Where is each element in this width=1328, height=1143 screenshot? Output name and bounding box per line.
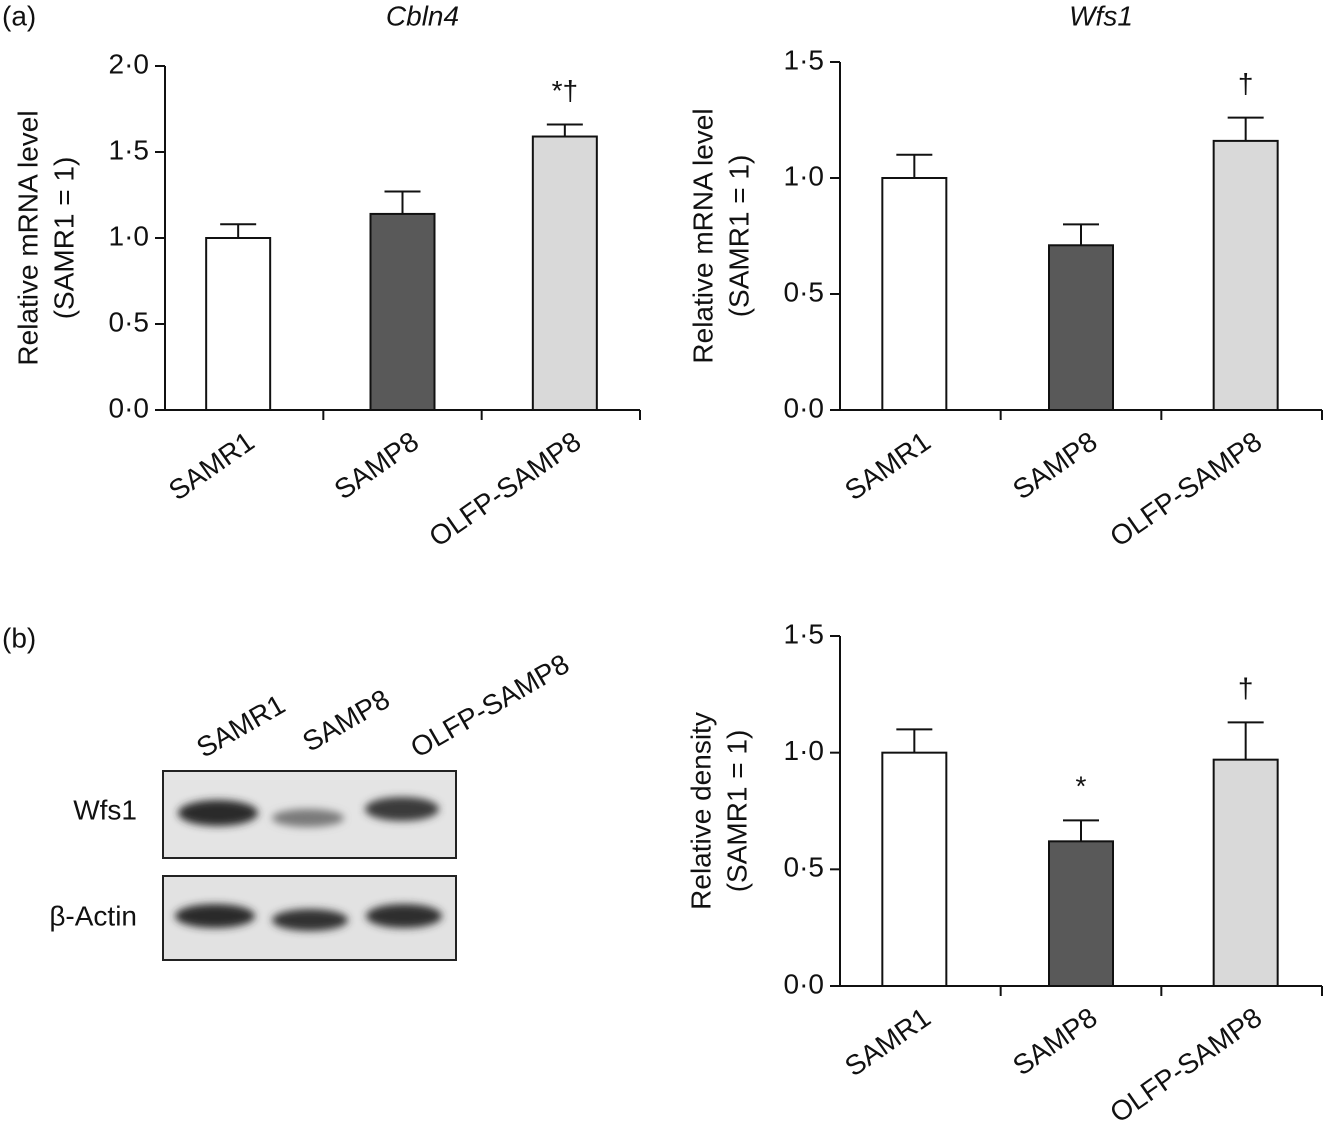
x-tick-label: SAMP8 <box>1007 1002 1103 1082</box>
x-tick-label: OLFP-SAMP8 <box>423 426 586 553</box>
y-tick-label: 0·5 <box>784 852 824 883</box>
x-tick-label: OLFP-SAMP8 <box>1104 1002 1267 1129</box>
x-tick-label: SAMP8 <box>329 426 425 506</box>
y-axis-label: Relative mRNA level <box>12 110 43 365</box>
bar <box>369 212 436 411</box>
y-axis-label: Relative density <box>685 712 716 910</box>
x-tick-label: SAMR1 <box>839 1002 936 1083</box>
bar <box>531 135 598 412</box>
chart-title: Cbln4 <box>386 0 459 31</box>
y-axis-label: (SAMR1 = 1) <box>721 730 752 893</box>
x-tick-label: SAMR1 <box>163 426 260 507</box>
x-tick-label: SAMP8 <box>1007 426 1103 506</box>
chart-title: Wfs1 <box>1069 0 1133 31</box>
y-tick-label: 0·0 <box>784 392 824 423</box>
bands <box>175 797 442 931</box>
significance-mark: † <box>1238 673 1254 704</box>
western-blot: SAMR1 SAMP8 OLFP-SAMP8 Wfs1 β-Actin <box>49 648 574 961</box>
panel-label: (a) <box>2 0 36 31</box>
band-label: Wfs1 <box>73 794 137 825</box>
y-tick-label: 2·0 <box>109 48 149 79</box>
lane-label: SAMP8 <box>297 683 395 757</box>
y-tick-label: 0·5 <box>784 276 824 307</box>
bar <box>1048 244 1114 411</box>
x-tick-label: SAMR1 <box>839 426 936 507</box>
bar <box>205 237 272 411</box>
y-tick-label: 1·5 <box>784 44 824 75</box>
y-axis-label: (SAMR1 = 1) <box>48 157 79 320</box>
bar <box>881 177 948 411</box>
significance-mark: † <box>1238 68 1254 99</box>
panel-label: (b) <box>2 622 36 653</box>
y-tick-label: 0·5 <box>109 306 149 337</box>
y-tick-label: 1·0 <box>784 160 824 191</box>
y-tick-label: 1·5 <box>784 618 824 649</box>
x-tick-label: OLFP-SAMP8 <box>1104 426 1267 553</box>
bar <box>1212 758 1279 988</box>
y-axis-label: Relative mRNA level <box>687 108 718 363</box>
y-tick-label: 1·0 <box>784 735 824 766</box>
bar <box>881 751 948 988</box>
significance-mark: * <box>1076 771 1087 802</box>
lane-label: OLFP-SAMP8 <box>405 648 574 764</box>
y-tick-label: 1·0 <box>109 220 149 251</box>
significance-mark: *† <box>552 75 578 106</box>
y-tick-label: 0·0 <box>784 968 824 999</box>
bar <box>1212 139 1279 411</box>
band-label: β-Actin <box>49 900 137 931</box>
lane-label: SAMR1 <box>191 689 290 764</box>
y-tick-label: 0·0 <box>109 392 149 423</box>
y-tick-label: 1·5 <box>109 134 149 165</box>
y-axis-label: (SAMR1 = 1) <box>723 155 754 318</box>
bar <box>1048 840 1114 987</box>
